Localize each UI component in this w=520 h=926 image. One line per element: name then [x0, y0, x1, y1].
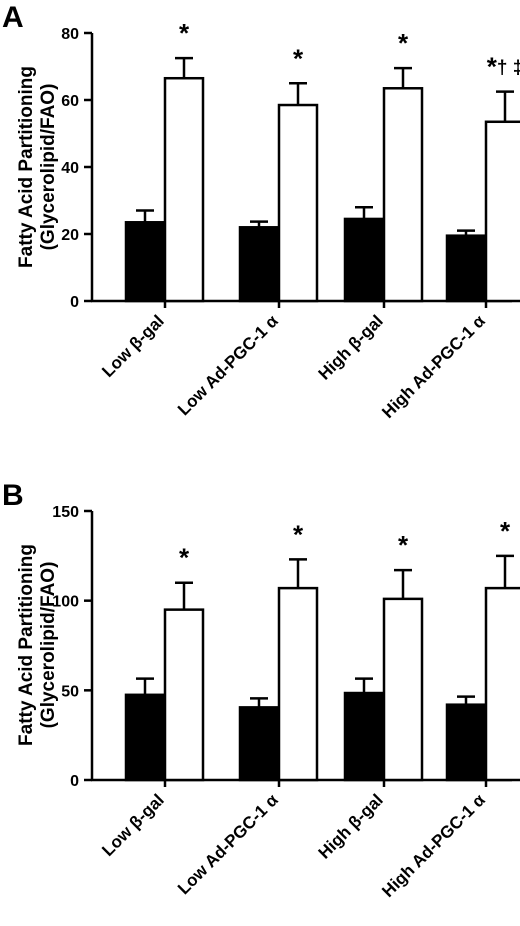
y-tick-label: 150	[52, 504, 79, 521]
x-category-label: Low Ad-PGC-1 α	[174, 790, 282, 898]
x-category-label: High Ad-PGC-1 α	[378, 311, 489, 422]
bar-open	[382, 597, 424, 782]
bar-filled	[343, 217, 385, 303]
x-category-label: High Ad-PGC-1 α	[378, 790, 489, 901]
y-tick-label: 60	[61, 93, 79, 110]
significance-marker: *	[293, 43, 304, 73]
plot-area-a: 0 20 40 60 80 Low β-gal * Low Ad-PGC-1 α * High β…	[61, 18, 520, 422]
y-tick-label: 80	[61, 26, 79, 43]
bar-filled	[124, 221, 166, 303]
y-tick-label: 20	[61, 227, 79, 244]
significance-marker: *	[293, 519, 304, 549]
significance-marker: *† ‡	[487, 52, 520, 82]
y-axis-title-line1-a: Fatty Acid Partitioning	[16, 66, 37, 268]
bar-filled	[445, 703, 487, 782]
y-axis-title-line1-b: Fatty Acid Partitioning	[16, 544, 37, 746]
significance-marker: *	[398, 28, 409, 58]
bar-open	[163, 76, 205, 303]
y-tick-label: 50	[61, 683, 79, 700]
bar-filled	[238, 226, 280, 303]
y-tick-label: 40	[61, 160, 79, 177]
significance-marker: *	[179, 543, 190, 573]
bar-open	[484, 586, 520, 782]
y-axis-title-line2-b: (Glycerolipid/FAO)	[38, 562, 59, 729]
bar-filled	[238, 706, 280, 782]
x-category-label: High β-gal	[315, 790, 387, 862]
significance-marker: *	[179, 18, 190, 48]
y-tick-label: 0	[70, 773, 79, 790]
panel-letter-a: A	[2, 1, 24, 34]
x-category-label: Low Ad-PGC-1 α	[174, 311, 282, 419]
bar-open	[277, 103, 319, 303]
bar-open	[163, 608, 205, 782]
panel-letter-b: B	[2, 479, 24, 512]
x-category-label: High β-gal	[315, 311, 387, 383]
plot-area-b: 0 50 100 150 Low β-gal * Low Ad-PGC-1 α * High β…	[52, 504, 520, 901]
x-category-label: Low β-gal	[98, 311, 168, 381]
bar-open	[382, 87, 424, 303]
significance-marker: *	[500, 516, 511, 546]
bar-filled	[343, 691, 385, 782]
y-tick-label: 0	[70, 294, 79, 311]
panel-a: A Fatty Acid Partitioning (Glycerolipid/…	[2, 1, 520, 422]
y-tick-label: 100	[52, 594, 79, 611]
significance-marker: *	[398, 530, 409, 560]
x-category-label: Low β-gal	[98, 790, 168, 860]
bar-open	[277, 586, 319, 782]
bar-open	[484, 120, 520, 303]
bar-filled	[445, 234, 487, 303]
y-axis-title-line2-a: (Glycerolipid/FAO)	[38, 84, 59, 251]
bar-filled	[124, 693, 166, 782]
panel-b: B Fatty Acid Partitioning (Glycerolipid/…	[2, 479, 520, 901]
